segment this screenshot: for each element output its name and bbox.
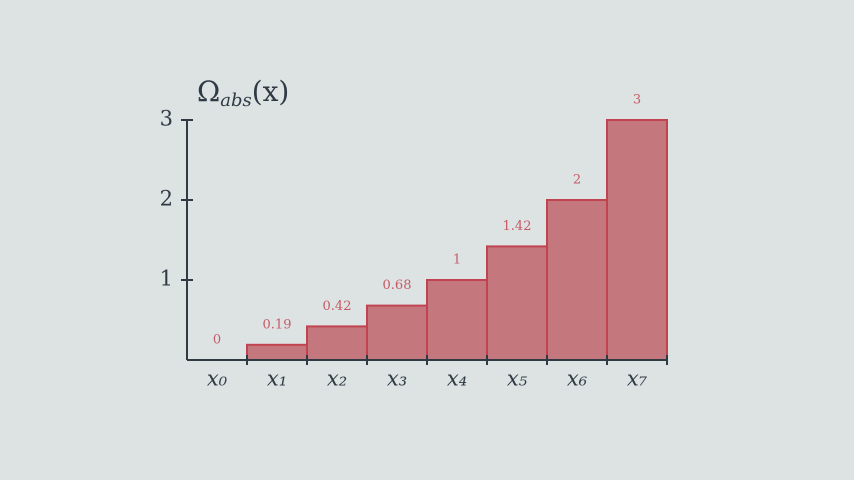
value-label: 3 [633, 93, 641, 108]
y-tick-label: 3 [160, 107, 173, 131]
value-label: 1.42 [503, 219, 532, 234]
x-tick-label: x₁ [267, 367, 287, 391]
value-label: 0.42 [323, 299, 352, 314]
bar [486, 245, 548, 361]
x-tick-label: x₂ [327, 367, 347, 391]
x-tick-label: x₃ [387, 367, 407, 391]
value-label: 1 [453, 253, 461, 268]
y-label-main: Ω [197, 75, 220, 108]
bar [306, 325, 368, 361]
x-tick-label: x₀ [207, 367, 228, 391]
bar [606, 119, 668, 361]
y-label-rest: (x) [252, 75, 290, 108]
value-label: 0 [213, 333, 221, 348]
value-label: 0.68 [383, 278, 412, 293]
value-label: 2 [573, 173, 581, 188]
value-label: 0.19 [263, 317, 292, 332]
bar [426, 279, 488, 361]
y-tick-label: 2 [160, 187, 173, 211]
x-tick-label: x₅ [507, 367, 528, 391]
bar [246, 343, 308, 361]
x-tick-label: x₇ [627, 367, 648, 391]
y-axis-label: Ωabs(x) [197, 75, 289, 112]
bar [546, 199, 608, 361]
x-tick-label: x₆ [567, 367, 588, 391]
y-tick-label: 1 [160, 267, 173, 291]
x-tick-label: x₄ [447, 367, 467, 391]
y-label-sub: abs [220, 90, 252, 111]
bar [366, 304, 428, 362]
